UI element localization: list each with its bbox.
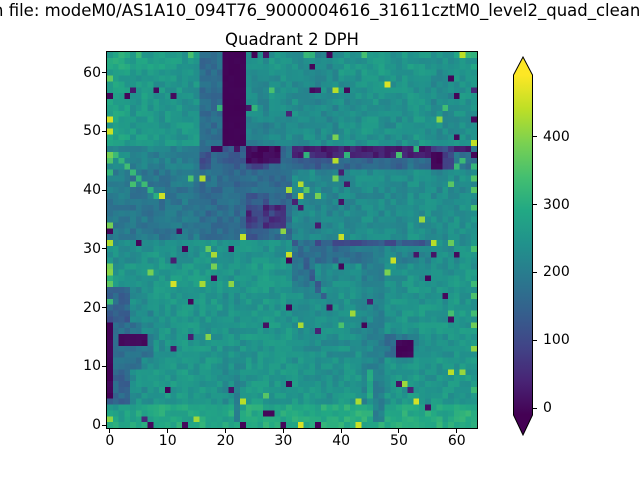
y-tick-label: 30 bbox=[83, 240, 101, 257]
y-tick-label: 20 bbox=[83, 299, 101, 316]
colorbar-tick-label: 0 bbox=[543, 400, 552, 417]
colorbar-tick-label: 200 bbox=[543, 264, 570, 281]
x-tick-label: 20 bbox=[216, 433, 235, 449]
x-tick-mark bbox=[340, 429, 342, 433]
y-tick-mark bbox=[102, 365, 106, 367]
x-tick-mark bbox=[282, 429, 284, 433]
y-tick-label: 60 bbox=[83, 64, 101, 81]
heatmap-axes bbox=[106, 51, 478, 429]
x-tick-mark bbox=[456, 429, 458, 433]
x-tick-label: 50 bbox=[390, 433, 408, 449]
x-tick-mark bbox=[398, 429, 400, 433]
colorbar bbox=[513, 56, 533, 436]
y-tick-label: 10 bbox=[83, 358, 101, 375]
y-tick-label: 50 bbox=[83, 123, 101, 140]
x-tick-label: 30 bbox=[274, 433, 293, 449]
colorbar-tick-mark bbox=[533, 339, 537, 341]
y-tick-mark bbox=[102, 248, 106, 250]
x-tick-label: 60 bbox=[447, 433, 466, 449]
x-tick-mark bbox=[225, 429, 227, 433]
plot-title: Quadrant 2 DPH bbox=[225, 30, 359, 49]
x-tick-mark bbox=[167, 429, 169, 433]
x-tick-label: 40 bbox=[332, 433, 351, 449]
y-tick-mark bbox=[102, 72, 106, 74]
colorbar-tick-mark bbox=[533, 204, 537, 206]
y-tick-mark bbox=[102, 189, 106, 191]
y-tick-mark bbox=[102, 424, 106, 426]
colorbar-tick-mark bbox=[533, 136, 537, 138]
colorbar-tick-mark bbox=[533, 271, 537, 273]
colorbar-tick-mark bbox=[533, 407, 537, 409]
suptitle-filename: n file: modeM0/AS1A10_094T76_9000004616_… bbox=[0, 1, 640, 20]
x-tick-label: 0 bbox=[105, 433, 115, 449]
y-tick-label: 40 bbox=[83, 182, 101, 199]
colorbar-tick-label: 400 bbox=[543, 128, 570, 145]
heatmap-image bbox=[107, 52, 477, 428]
y-tick-label: 0 bbox=[92, 417, 101, 434]
colorbar-tick-label: 300 bbox=[543, 196, 570, 213]
colorbar-gradient-bar bbox=[513, 56, 533, 436]
x-tick-mark bbox=[109, 429, 111, 433]
x-tick-label: 10 bbox=[158, 433, 177, 449]
y-tick-mark bbox=[102, 130, 106, 132]
colorbar-tick-label: 100 bbox=[543, 332, 570, 349]
y-tick-mark bbox=[102, 307, 106, 309]
